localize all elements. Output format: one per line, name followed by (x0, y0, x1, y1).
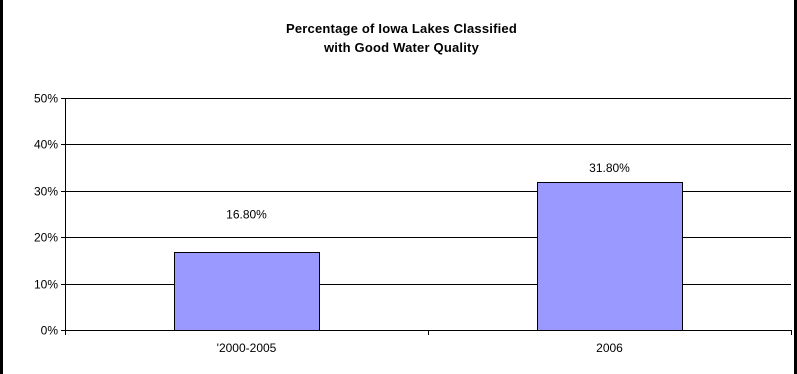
x-category-label: 2006 (596, 341, 623, 355)
axes (61, 98, 792, 335)
bar-2 (537, 182, 683, 331)
chart-title-line-2: with Good Water Quality (323, 40, 480, 55)
y-tick-label: 30% (34, 185, 58, 199)
bar-chart: 0% 10% 20% 30% 40% 50% 16.80% '2000-2005 31.80% 2… (34, 92, 792, 356)
chart-title-line-1: Percentage of Iowa Lakes Classified (286, 21, 517, 36)
bars (174, 182, 683, 331)
bar-1 (174, 252, 320, 331)
labels: 0% 10% 20% 30% 40% 50% 16.80% '2000-2005 31.80% 2… (34, 92, 630, 356)
y-tick-label: 0% (41, 324, 59, 338)
y-tick-label: 20% (34, 231, 58, 245)
y-tick-label: 40% (34, 138, 58, 152)
y-tick-label: 50% (34, 92, 58, 106)
x-category-label: '2000-2005 (217, 341, 277, 355)
data-label: 31.80% (589, 161, 630, 175)
y-tick-label: 10% (34, 278, 58, 292)
data-label: 16.80% (226, 208, 267, 222)
